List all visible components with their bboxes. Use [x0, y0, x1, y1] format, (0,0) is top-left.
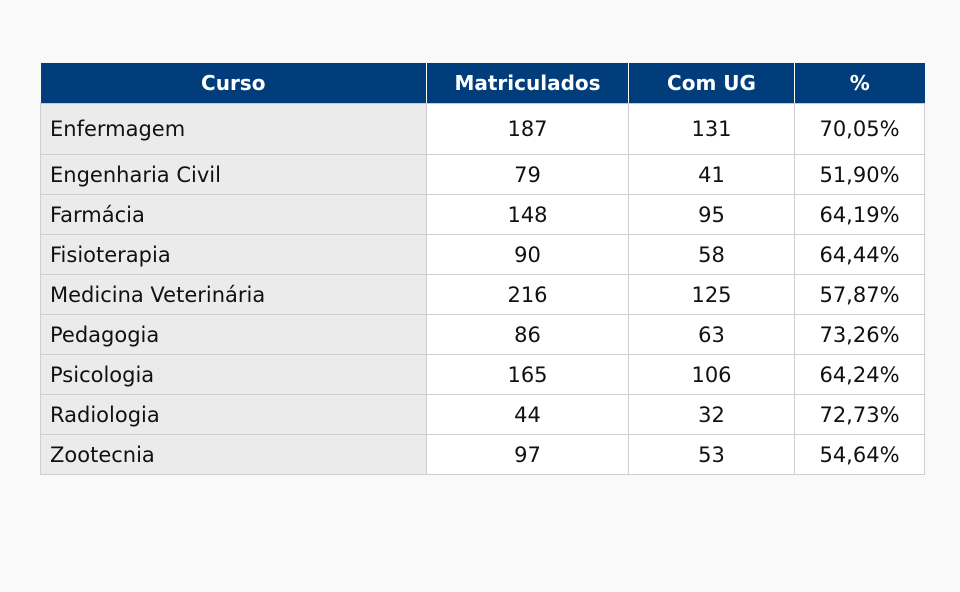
cell-com-ug: 131 [628, 103, 795, 155]
cell-course: Radiologia [40, 394, 427, 435]
cell-course: Enfermagem [40, 103, 427, 155]
header-row: Curso Matriculados Com UG % [40, 63, 925, 104]
table-row: Fisioterapia 90 58 64,44% [40, 234, 925, 275]
table-row: Engenharia Civil 79 41 51,90% [40, 154, 925, 195]
cell-course: Zootecnia [40, 434, 427, 475]
cell-com-ug: 58 [628, 234, 795, 275]
table-row: Radiologia 44 32 72,73% [40, 394, 925, 435]
cell-percent: 57,87% [794, 274, 925, 315]
table-row: Enfermagem 187 131 70,05% [40, 103, 925, 155]
table-row: Zootecnia 97 53 54,64% [40, 434, 925, 475]
cell-course: Engenharia Civil [40, 154, 427, 195]
cell-com-ug: 32 [628, 394, 795, 435]
cell-course: Medicina Veterinária [40, 274, 427, 315]
cell-course: Psicologia [40, 354, 427, 395]
cell-com-ug: 53 [628, 434, 795, 475]
cell-percent: 72,73% [794, 394, 925, 435]
cell-percent: 51,90% [794, 154, 925, 195]
cell-matriculados: 216 [426, 274, 629, 315]
course-table-container: Curso Matriculados Com UG % Enfermagem 1… [40, 63, 925, 475]
cell-course: Pedagogia [40, 314, 427, 355]
cell-com-ug: 41 [628, 154, 795, 195]
course-enrollment-table: Curso Matriculados Com UG % Enfermagem 1… [40, 63, 925, 475]
cell-com-ug: 95 [628, 194, 795, 235]
cell-com-ug: 125 [628, 274, 795, 315]
cell-course: Farmácia [40, 194, 427, 235]
cell-course: Fisioterapia [40, 234, 427, 275]
header-com-ug: Com UG [628, 63, 795, 104]
table-row: Medicina Veterinária 216 125 57,87% [40, 274, 925, 315]
table-row: Farmácia 148 95 64,19% [40, 194, 925, 235]
table-row: Pedagogia 86 63 73,26% [40, 314, 925, 355]
cell-matriculados: 165 [426, 354, 629, 395]
cell-matriculados: 44 [426, 394, 629, 435]
cell-percent: 64,44% [794, 234, 925, 275]
cell-com-ug: 106 [628, 354, 795, 395]
cell-matriculados: 90 [426, 234, 629, 275]
cell-percent: 54,64% [794, 434, 925, 475]
cell-matriculados: 187 [426, 103, 629, 155]
cell-matriculados: 79 [426, 154, 629, 195]
cell-matriculados: 97 [426, 434, 629, 475]
cell-percent: 70,05% [794, 103, 925, 155]
cell-percent: 64,19% [794, 194, 925, 235]
cell-percent: 73,26% [794, 314, 925, 355]
table-header: Curso Matriculados Com UG % [40, 63, 925, 104]
header-matriculados: Matriculados [426, 63, 629, 104]
table-body: Enfermagem 187 131 70,05% Engenharia Civ… [40, 103, 925, 475]
header-percent: % [794, 63, 925, 104]
table-row: Psicologia 165 106 64,24% [40, 354, 925, 395]
cell-com-ug: 63 [628, 314, 795, 355]
cell-matriculados: 148 [426, 194, 629, 235]
cell-percent: 64,24% [794, 354, 925, 395]
header-curso: Curso [40, 63, 427, 104]
cell-matriculados: 86 [426, 314, 629, 355]
